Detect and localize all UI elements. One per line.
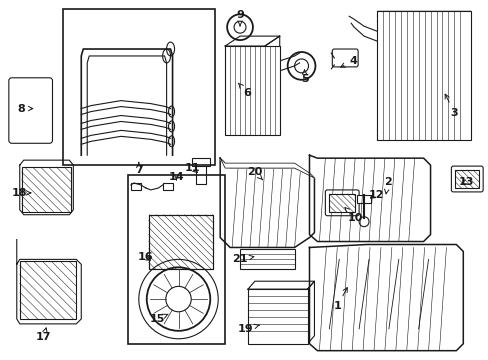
Text: 19: 19	[238, 324, 259, 334]
Text: 13: 13	[458, 177, 473, 187]
Bar	[20, 261, 76, 319]
Text: 16: 16	[138, 252, 153, 262]
FancyBboxPatch shape	[325, 190, 358, 216]
Text: 21: 21	[232, 255, 253, 264]
Bar	[148, 215, 213, 269]
Text: 6: 6	[238, 83, 250, 98]
Bar	[454, 170, 478, 188]
Bar	[240, 249, 294, 269]
Bar	[376, 11, 470, 140]
Text: 3: 3	[444, 94, 457, 117]
Bar	[356, 195, 370, 203]
Bar	[128, 175, 224, 344]
Text: 7: 7	[135, 162, 142, 175]
Bar	[27, 269, 68, 311]
Bar	[163, 183, 172, 190]
Text: 14: 14	[168, 172, 184, 182]
Text: 20: 20	[247, 167, 262, 180]
FancyBboxPatch shape	[450, 166, 482, 192]
Text: 9: 9	[236, 10, 244, 26]
Bar	[148, 215, 213, 269]
Bar	[247, 289, 307, 344]
Bar	[63, 9, 215, 165]
Text: 5: 5	[300, 70, 308, 84]
Bar	[196, 162, 206, 184]
Text: 11: 11	[184, 163, 200, 173]
Bar	[224, 46, 279, 135]
Polygon shape	[220, 158, 314, 178]
Text: 1: 1	[333, 288, 346, 311]
Text: 15: 15	[150, 314, 168, 324]
Bar	[131, 183, 141, 190]
Text: 12: 12	[367, 190, 383, 200]
Bar	[192, 158, 210, 166]
Text: 17: 17	[36, 328, 51, 342]
Bar	[328, 194, 354, 212]
Text: 4: 4	[340, 56, 356, 67]
FancyBboxPatch shape	[332, 49, 357, 67]
FancyBboxPatch shape	[9, 78, 52, 143]
Text: 10: 10	[344, 207, 362, 223]
Text: 2: 2	[383, 177, 391, 194]
Text: 8: 8	[18, 104, 33, 113]
Text: 18: 18	[12, 188, 31, 198]
Bar	[21, 167, 71, 212]
